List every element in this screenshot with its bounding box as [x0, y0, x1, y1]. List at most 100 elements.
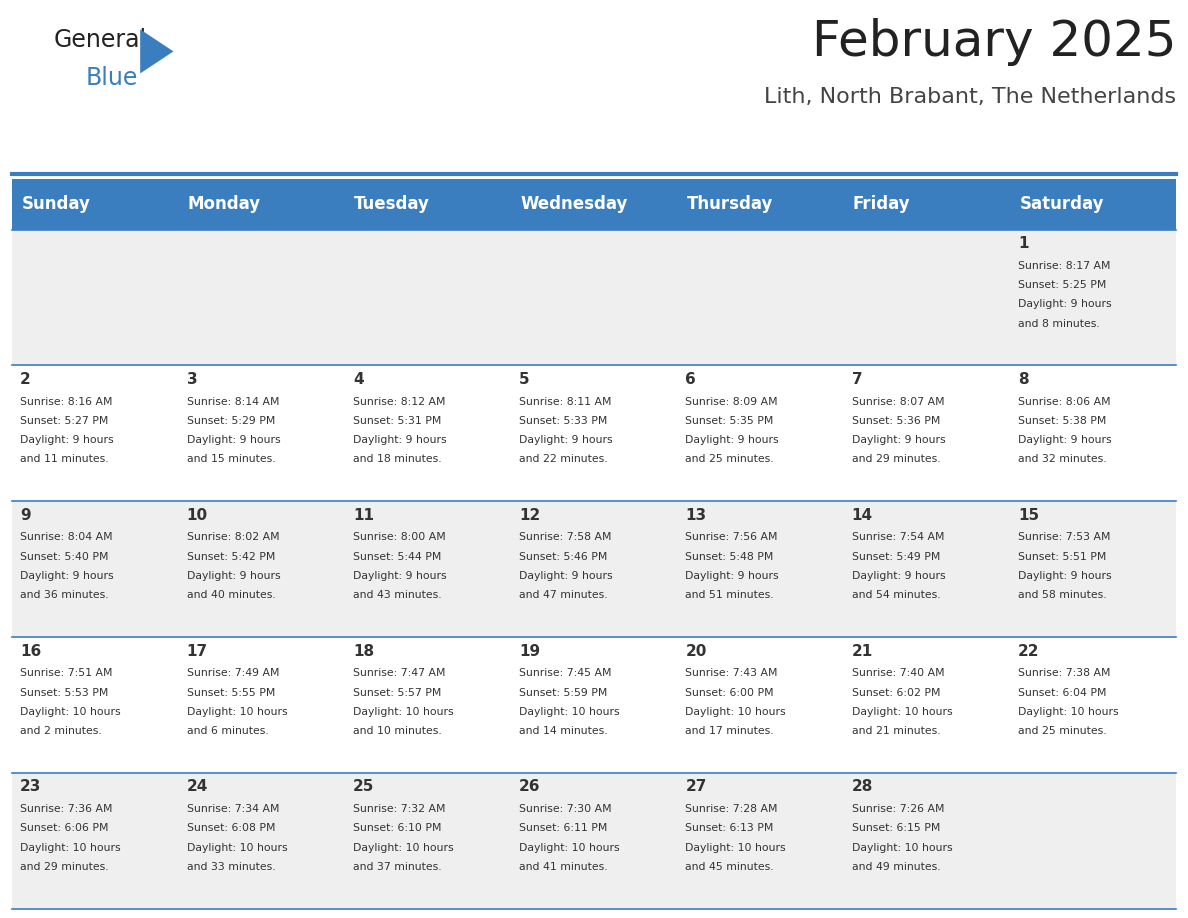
- Text: Sunset: 5:35 PM: Sunset: 5:35 PM: [685, 416, 773, 426]
- Text: 11: 11: [353, 508, 374, 522]
- Text: 25: 25: [353, 779, 374, 794]
- Text: Lith, North Brabant, The Netherlands: Lith, North Brabant, The Netherlands: [764, 87, 1176, 107]
- Bar: [12, 179, 178, 230]
- Text: Daylight: 10 hours: Daylight: 10 hours: [353, 843, 454, 853]
- Text: 18: 18: [353, 644, 374, 658]
- Text: Daylight: 10 hours: Daylight: 10 hours: [187, 707, 287, 717]
- Text: and 15 minutes.: and 15 minutes.: [187, 454, 276, 465]
- Text: Daylight: 9 hours: Daylight: 9 hours: [1018, 299, 1112, 309]
- Bar: [677, 637, 843, 773]
- Bar: [677, 179, 843, 230]
- Bar: [178, 365, 345, 501]
- Text: General: General: [53, 28, 146, 51]
- Text: Sunrise: 7:38 AM: Sunrise: 7:38 AM: [1018, 668, 1111, 678]
- Text: Sunset: 5:44 PM: Sunset: 5:44 PM: [353, 552, 441, 562]
- Text: Wednesday: Wednesday: [520, 196, 627, 213]
- Bar: [1010, 179, 1176, 230]
- Bar: [178, 637, 345, 773]
- Text: and 29 minutes.: and 29 minutes.: [852, 454, 941, 465]
- Text: 21: 21: [852, 644, 873, 658]
- Text: Sunrise: 8:14 AM: Sunrise: 8:14 AM: [187, 397, 279, 407]
- Text: Sunrise: 8:09 AM: Sunrise: 8:09 AM: [685, 397, 778, 407]
- Text: Daylight: 9 hours: Daylight: 9 hours: [20, 435, 114, 445]
- Text: and 41 minutes.: and 41 minutes.: [519, 862, 608, 872]
- Text: Sunset: 5:27 PM: Sunset: 5:27 PM: [20, 416, 108, 426]
- Text: 27: 27: [685, 779, 707, 794]
- Bar: [12, 230, 178, 365]
- Text: Daylight: 10 hours: Daylight: 10 hours: [353, 707, 454, 717]
- Text: and 47 minutes.: and 47 minutes.: [519, 590, 608, 600]
- Text: 10: 10: [187, 508, 208, 522]
- Text: 19: 19: [519, 644, 541, 658]
- Text: Daylight: 10 hours: Daylight: 10 hours: [20, 843, 121, 853]
- Text: Friday: Friday: [853, 196, 911, 213]
- Text: 3: 3: [187, 372, 197, 386]
- Text: Sunset: 6:10 PM: Sunset: 6:10 PM: [353, 823, 441, 834]
- Text: Sunrise: 8:06 AM: Sunrise: 8:06 AM: [1018, 397, 1111, 407]
- Bar: [178, 773, 345, 909]
- Bar: [1010, 637, 1176, 773]
- Text: and 54 minutes.: and 54 minutes.: [852, 590, 941, 600]
- Text: Sunrise: 8:17 AM: Sunrise: 8:17 AM: [1018, 261, 1111, 271]
- Text: Sunrise: 8:07 AM: Sunrise: 8:07 AM: [852, 397, 944, 407]
- Text: Sunset: 5:55 PM: Sunset: 5:55 PM: [187, 688, 274, 698]
- Bar: [345, 230, 511, 365]
- Text: Sunset: 5:36 PM: Sunset: 5:36 PM: [852, 416, 940, 426]
- Bar: [511, 230, 677, 365]
- Bar: [12, 773, 178, 909]
- Text: Sunset: 5:49 PM: Sunset: 5:49 PM: [852, 552, 940, 562]
- Text: 7: 7: [852, 372, 862, 386]
- Text: 1: 1: [1018, 236, 1029, 251]
- Text: and 33 minutes.: and 33 minutes.: [187, 862, 276, 872]
- Text: Thursday: Thursday: [687, 196, 773, 213]
- Text: Sunrise: 7:58 AM: Sunrise: 7:58 AM: [519, 532, 612, 543]
- Bar: [843, 637, 1010, 773]
- Text: Sunrise: 7:53 AM: Sunrise: 7:53 AM: [1018, 532, 1111, 543]
- Bar: [843, 230, 1010, 365]
- Bar: [1010, 230, 1176, 365]
- Text: Daylight: 10 hours: Daylight: 10 hours: [852, 843, 953, 853]
- Bar: [843, 773, 1010, 909]
- Text: Sunset: 5:38 PM: Sunset: 5:38 PM: [1018, 416, 1106, 426]
- Text: and 25 minutes.: and 25 minutes.: [1018, 726, 1107, 736]
- Text: 4: 4: [353, 372, 364, 386]
- Text: Sunrise: 7:34 AM: Sunrise: 7:34 AM: [187, 804, 279, 814]
- Text: and 43 minutes.: and 43 minutes.: [353, 590, 442, 600]
- Text: 6: 6: [685, 372, 696, 386]
- Bar: [511, 773, 677, 909]
- Text: Sunrise: 8:02 AM: Sunrise: 8:02 AM: [187, 532, 279, 543]
- Text: 12: 12: [519, 508, 541, 522]
- Text: Sunset: 5:59 PM: Sunset: 5:59 PM: [519, 688, 607, 698]
- Text: Sunrise: 7:51 AM: Sunrise: 7:51 AM: [20, 668, 113, 678]
- Bar: [178, 501, 345, 637]
- Bar: [1010, 773, 1176, 909]
- Text: and 49 minutes.: and 49 minutes.: [852, 862, 941, 872]
- Text: Sunset: 6:06 PM: Sunset: 6:06 PM: [20, 823, 108, 834]
- Text: Sunset: 5:53 PM: Sunset: 5:53 PM: [20, 688, 108, 698]
- Text: Sunset: 5:25 PM: Sunset: 5:25 PM: [1018, 280, 1106, 290]
- Bar: [511, 179, 677, 230]
- Text: 24: 24: [187, 779, 208, 794]
- Text: and 2 minutes.: and 2 minutes.: [20, 726, 102, 736]
- Text: Monday: Monday: [188, 196, 261, 213]
- Text: and 37 minutes.: and 37 minutes.: [353, 862, 442, 872]
- Bar: [677, 230, 843, 365]
- Text: Sunset: 6:11 PM: Sunset: 6:11 PM: [519, 823, 607, 834]
- Text: and 17 minutes.: and 17 minutes.: [685, 726, 775, 736]
- Text: Daylight: 10 hours: Daylight: 10 hours: [187, 843, 287, 853]
- Text: Sunrise: 7:28 AM: Sunrise: 7:28 AM: [685, 804, 778, 814]
- Text: Saturday: Saturday: [1019, 196, 1104, 213]
- Text: 13: 13: [685, 508, 707, 522]
- Text: and 25 minutes.: and 25 minutes.: [685, 454, 775, 465]
- Text: Sunrise: 7:30 AM: Sunrise: 7:30 AM: [519, 804, 612, 814]
- Text: Sunset: 6:08 PM: Sunset: 6:08 PM: [187, 823, 274, 834]
- Text: Daylight: 10 hours: Daylight: 10 hours: [519, 707, 620, 717]
- Text: 9: 9: [20, 508, 31, 522]
- Text: Daylight: 9 hours: Daylight: 9 hours: [187, 571, 280, 581]
- Text: Sunset: 5:40 PM: Sunset: 5:40 PM: [20, 552, 108, 562]
- Text: 17: 17: [187, 644, 208, 658]
- Text: February 2025: February 2025: [811, 18, 1176, 66]
- Text: and 22 minutes.: and 22 minutes.: [519, 454, 608, 465]
- Polygon shape: [140, 29, 173, 73]
- Text: 22: 22: [1018, 644, 1040, 658]
